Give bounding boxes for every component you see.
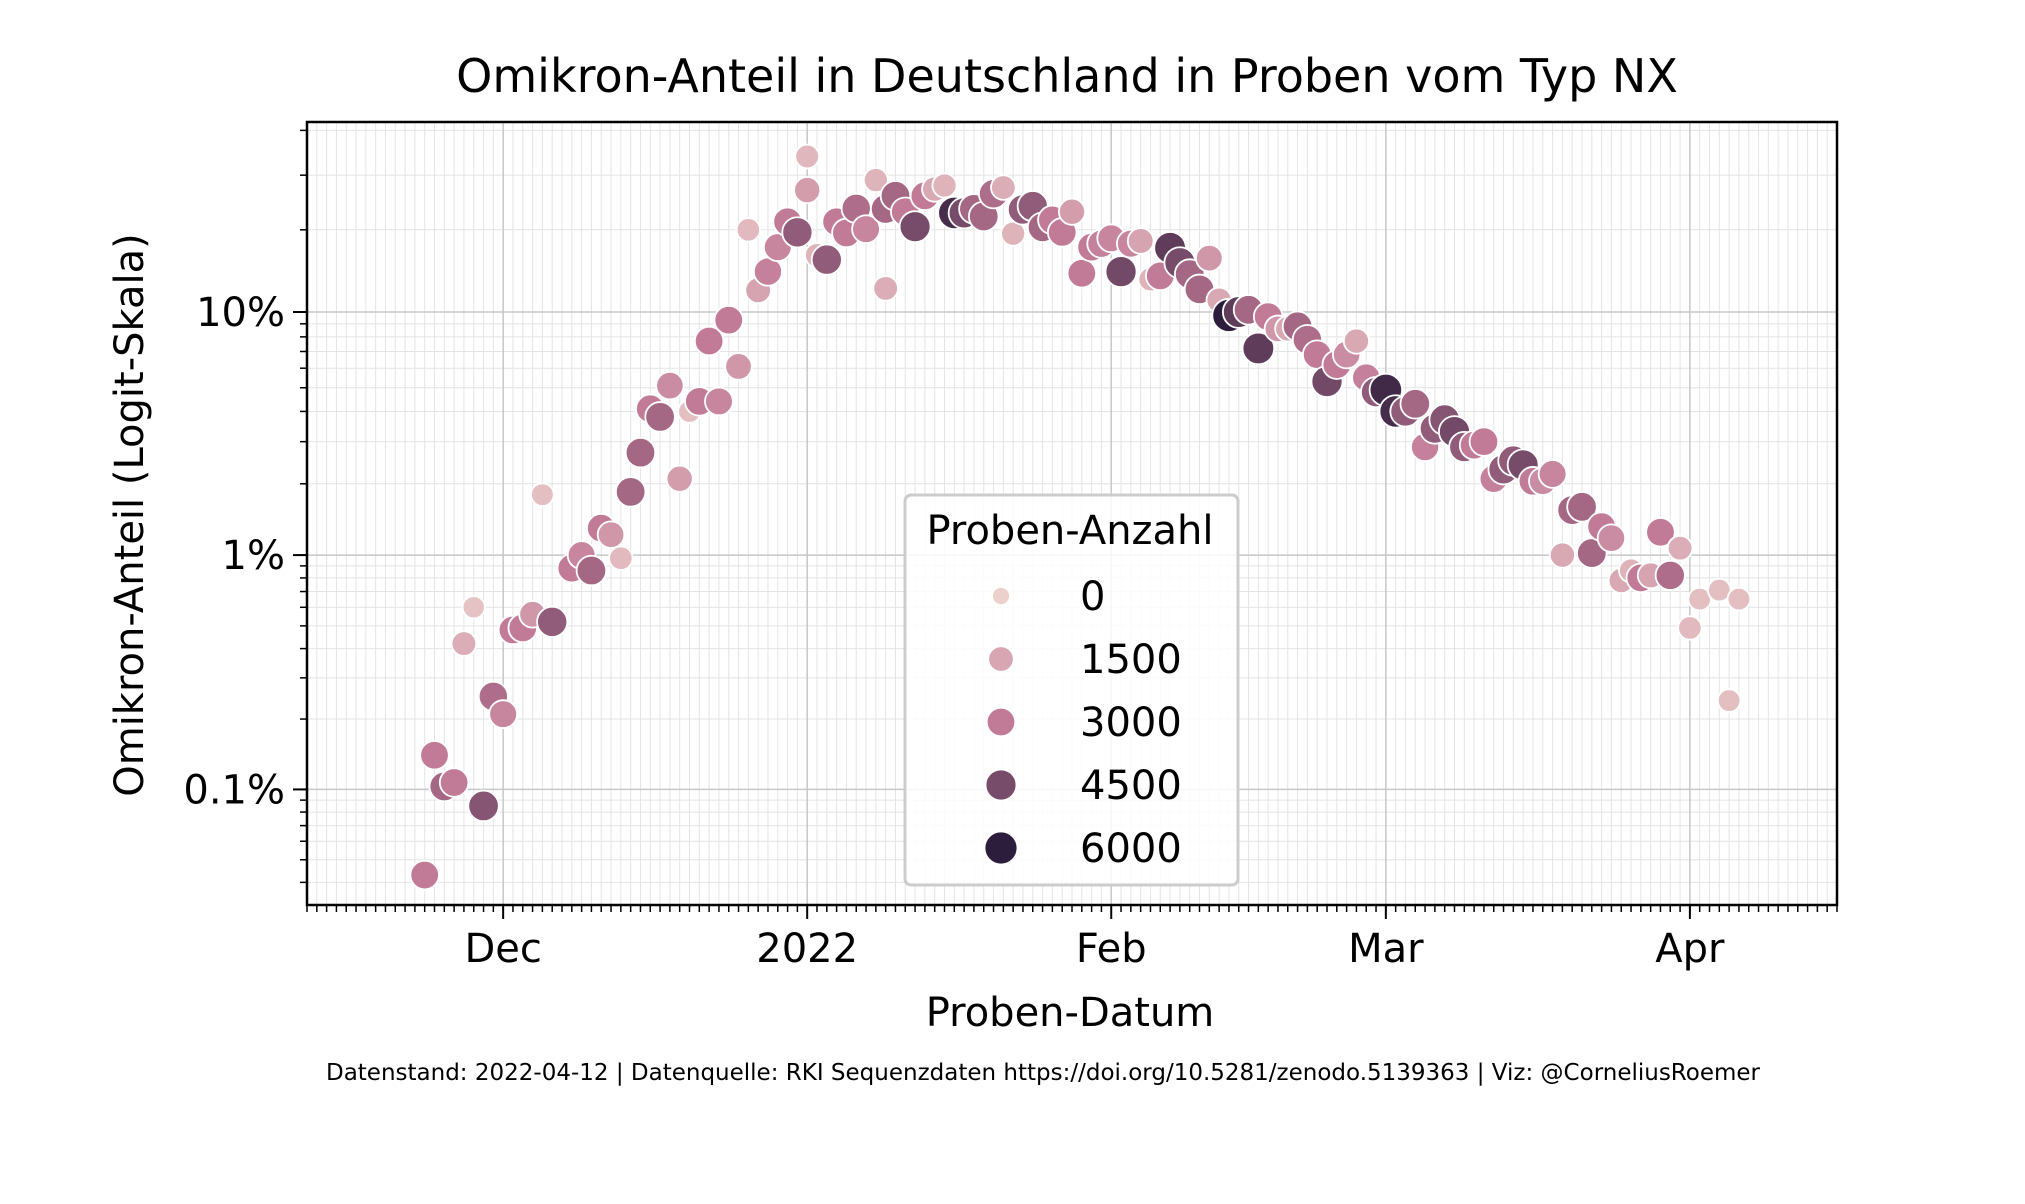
data-point [724,352,753,381]
legend-marker [987,645,1015,673]
data-point [1468,426,1500,457]
data-point [608,545,634,571]
data-point [655,371,685,401]
legend-marker [991,586,1011,606]
data-point [931,172,958,199]
grid-layer [306,122,1838,905]
legend: Proben-Anzahl 0 1500 3000 4500 6000 [903,493,1240,887]
data-point [488,699,518,729]
data-point [1342,327,1370,355]
data-point [1195,243,1224,273]
data-point [735,217,761,243]
data-point [872,275,899,302]
data-point [1645,517,1676,548]
data-point [1126,227,1155,255]
data-point [1399,388,1431,420]
legend-marker [985,706,1017,738]
legend-label: 3000 [1080,700,1182,746]
data-point [1596,523,1627,553]
data-point [1057,197,1087,226]
data-point [461,595,486,620]
data-point [1666,534,1694,562]
data-point [898,210,932,244]
data-point [862,167,889,194]
data-point [467,789,500,823]
data-point [614,476,647,508]
data-point [793,176,822,205]
data-point [781,216,814,249]
legend-label: 1500 [1080,637,1182,683]
chart-title: Omikron-Anteil in Deutschland in Proben … [456,49,1678,103]
x-tick-label: Apr [1655,926,1725,972]
data-point [1537,459,1568,489]
data-point [1716,688,1742,713]
data-points [409,143,1752,891]
data-point [713,304,744,336]
data-point [990,174,1017,201]
legend-entries: 0 1500 3000 4500 6000 [983,574,1182,872]
x-axis-label: Proben-Datum [926,990,1215,1036]
data-point [1566,491,1598,523]
footnote: Datenstand: 2022-04-12 | Datenquelle: RK… [326,1060,1761,1086]
data-point [851,214,881,245]
data-point [1104,255,1138,289]
data-point [704,386,734,417]
legend-label: 0 [1080,574,1105,620]
y-tick-label: 0.1% [183,767,285,813]
legend-label: 4500 [1080,763,1182,809]
x-tick-label: Feb [1076,926,1147,972]
data-point [624,436,657,469]
data-point [409,859,440,891]
data-point [1677,615,1703,641]
y-axis-label: Omikron-Anteil (Logit-Skala) [107,233,153,797]
x-tick-label: Mar [1348,926,1424,972]
data-point [1548,541,1576,569]
legend-title: Proben-Anzahl [926,508,1213,554]
data-point [1654,559,1686,591]
x-tick-label: 2022 [756,926,858,972]
legend-label: 6000 [1080,826,1182,872]
data-point [450,630,478,657]
data-point [530,482,555,507]
data-point [575,554,608,587]
data-point [644,401,676,433]
data-point [419,740,450,771]
data-point [665,464,694,493]
x-tick-label: Dec [464,926,541,972]
data-point [1066,258,1098,289]
legend-marker [983,830,1019,866]
data-point [596,520,626,549]
data-point [794,143,820,170]
plot-frame [305,120,1839,907]
y-tick-label: 1% [222,533,285,579]
y-tick-label: 10% [196,290,285,336]
data-point [1726,586,1752,612]
data-point [536,605,569,638]
data-point [1241,331,1276,366]
data-point [438,767,470,798]
data-point [810,243,843,276]
data-point [693,325,725,357]
legend-marker [984,768,1018,802]
